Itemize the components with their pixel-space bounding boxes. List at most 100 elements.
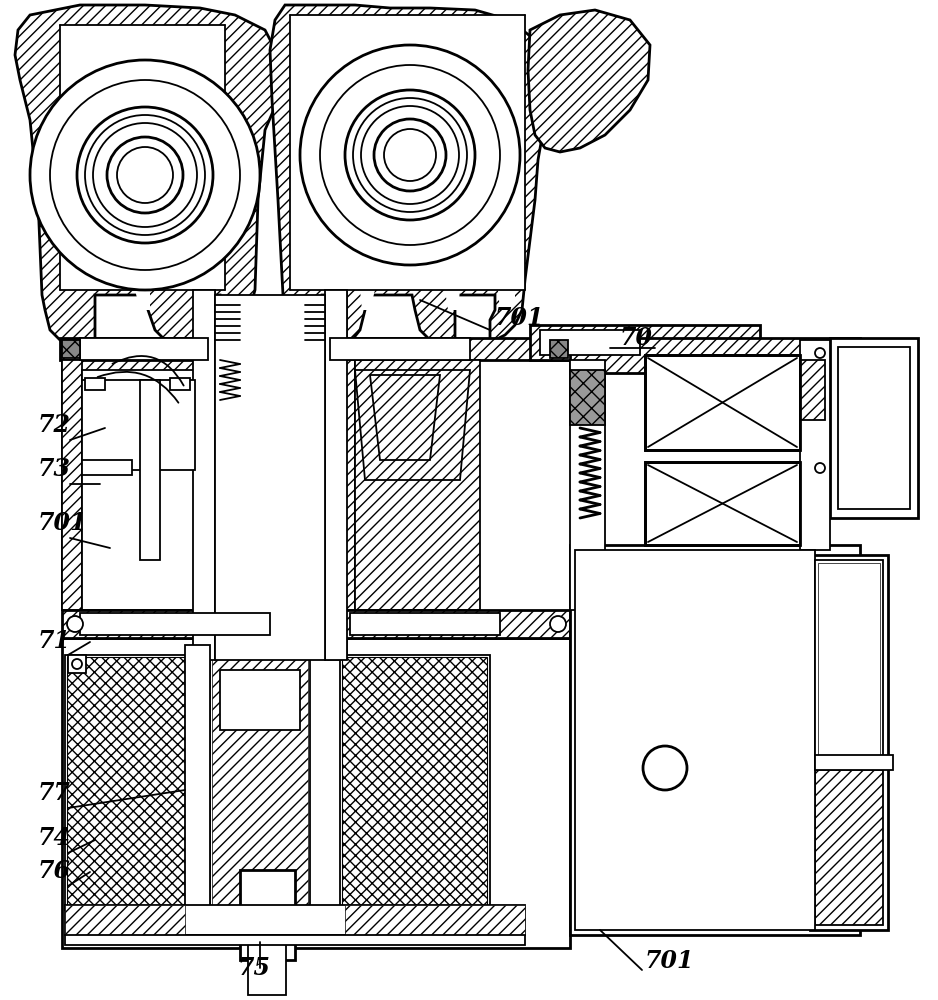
- Text: 74: 74: [38, 826, 71, 850]
- Bar: [550, 340, 568, 358]
- Bar: [215, 360, 330, 610]
- Bar: [62, 610, 570, 638]
- Bar: [193, 290, 215, 660]
- Bar: [330, 360, 355, 610]
- Bar: [62, 360, 82, 610]
- Circle shape: [72, 659, 82, 669]
- Bar: [210, 650, 310, 915]
- Bar: [195, 360, 220, 610]
- Bar: [818, 563, 880, 757]
- Text: 75: 75: [238, 956, 271, 980]
- Bar: [645, 355, 800, 450]
- Circle shape: [77, 107, 213, 243]
- Bar: [570, 338, 860, 373]
- Bar: [838, 347, 910, 509]
- Text: 76: 76: [38, 859, 71, 883]
- Circle shape: [361, 106, 459, 204]
- Bar: [570, 545, 860, 935]
- Bar: [82, 380, 195, 470]
- Bar: [62, 638, 570, 948]
- Polygon shape: [345, 905, 525, 935]
- Circle shape: [643, 746, 687, 790]
- Bar: [248, 940, 286, 995]
- Bar: [225, 675, 295, 725]
- Circle shape: [345, 90, 475, 220]
- Bar: [810, 555, 888, 930]
- Bar: [570, 370, 605, 425]
- Bar: [68, 655, 86, 673]
- Bar: [342, 657, 487, 907]
- Circle shape: [107, 137, 183, 213]
- Polygon shape: [355, 370, 470, 480]
- Bar: [82, 370, 195, 610]
- Circle shape: [85, 115, 205, 235]
- Circle shape: [353, 98, 467, 212]
- Polygon shape: [270, 5, 545, 345]
- Bar: [80, 338, 208, 360]
- Bar: [80, 613, 270, 635]
- Circle shape: [374, 119, 446, 191]
- Bar: [815, 560, 883, 760]
- Polygon shape: [65, 905, 185, 935]
- Bar: [240, 870, 295, 960]
- Bar: [62, 340, 80, 358]
- Text: 71: 71: [38, 629, 71, 653]
- Bar: [212, 652, 308, 912]
- Bar: [645, 462, 800, 545]
- Bar: [350, 613, 500, 635]
- Circle shape: [50, 80, 240, 270]
- Bar: [67, 657, 217, 907]
- Circle shape: [384, 129, 436, 181]
- Bar: [830, 338, 918, 518]
- Bar: [140, 380, 160, 560]
- Polygon shape: [15, 5, 278, 345]
- Bar: [325, 290, 347, 660]
- Bar: [85, 378, 105, 390]
- Text: 72: 72: [38, 413, 71, 437]
- Bar: [572, 362, 597, 608]
- Bar: [815, 770, 883, 925]
- Circle shape: [550, 616, 566, 632]
- Text: 701: 701: [645, 949, 694, 973]
- Bar: [833, 342, 915, 514]
- Bar: [800, 340, 830, 550]
- Bar: [540, 330, 640, 355]
- Polygon shape: [290, 15, 525, 310]
- Bar: [65, 935, 525, 945]
- Bar: [188, 648, 206, 922]
- Bar: [645, 462, 800, 545]
- Bar: [65, 905, 525, 935]
- Bar: [170, 378, 190, 390]
- Bar: [82, 460, 132, 475]
- Bar: [815, 755, 893, 770]
- Bar: [60, 338, 570, 360]
- Bar: [250, 942, 284, 994]
- Text: 77: 77: [38, 781, 71, 805]
- Bar: [530, 325, 760, 360]
- Text: 73: 73: [38, 457, 71, 481]
- Bar: [67, 907, 522, 933]
- Polygon shape: [370, 375, 440, 460]
- Bar: [325, 290, 347, 660]
- Bar: [243, 873, 291, 958]
- Circle shape: [815, 348, 825, 358]
- Circle shape: [815, 463, 825, 473]
- Circle shape: [93, 123, 197, 227]
- Text: 701: 701: [495, 306, 544, 330]
- Bar: [62, 360, 195, 610]
- Bar: [355, 360, 480, 610]
- Bar: [340, 655, 490, 910]
- Circle shape: [30, 60, 260, 290]
- Bar: [570, 360, 605, 610]
- Circle shape: [117, 147, 173, 203]
- Circle shape: [67, 616, 83, 632]
- Bar: [800, 360, 825, 420]
- Circle shape: [300, 45, 520, 265]
- Polygon shape: [528, 10, 650, 152]
- Bar: [330, 338, 470, 360]
- Circle shape: [320, 65, 500, 245]
- Text: 701: 701: [38, 511, 87, 535]
- Bar: [193, 290, 215, 660]
- Bar: [185, 645, 210, 925]
- Bar: [65, 655, 220, 910]
